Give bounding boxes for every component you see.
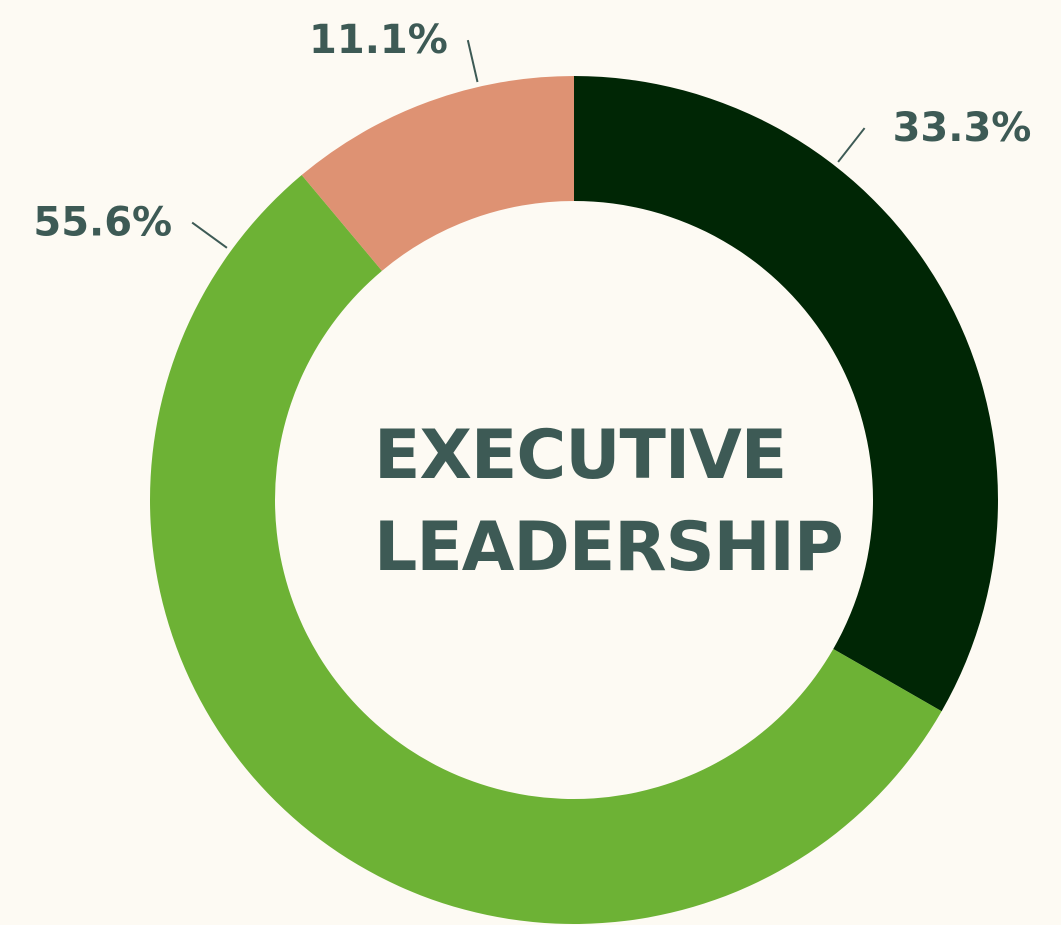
donut-segment [150,175,942,924]
donut-segment [301,76,574,271]
value-label: 55.6% [33,200,172,246]
value-label: 11.1% [309,17,448,63]
leader-line [191,221,228,249]
value-label: 33.3% [893,105,1032,151]
leader-line [466,39,479,83]
donut-segment [574,76,999,712]
chart-title: EXECUTIVE LEADERSHIP [374,416,844,587]
leader-line [837,127,866,163]
